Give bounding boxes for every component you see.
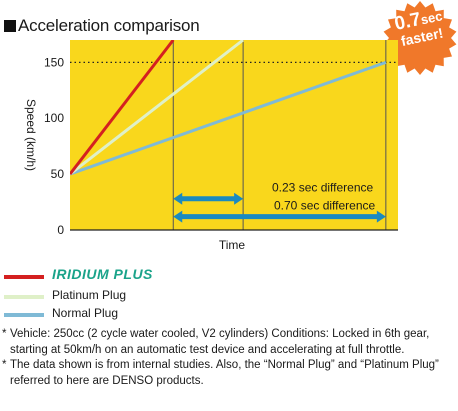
badge-burst-icon (383, 1, 457, 75)
y-tick-label-1: 50 (51, 167, 65, 181)
legend-label-normal: Normal Plug (52, 306, 119, 320)
chart-title-row: Acceleration comparison (4, 16, 200, 36)
arrow-head-right-1 (376, 210, 386, 223)
series-line-1 (70, 40, 245, 176)
footnote-vehicle: * Vehicle: 250cc (2 cycle water cooled, V… (2, 328, 430, 356)
y-axis-label: Speed (km/h) (24, 99, 38, 171)
legend-item-normal: Normal Plug (4, 306, 304, 322)
y-tick-label-2: 100 (44, 111, 64, 125)
x-axis-label: Time (219, 238, 246, 252)
legend-swatch-normal (4, 313, 44, 317)
legend-swatch-platinum (4, 295, 44, 299)
series-line-0 (70, 40, 175, 176)
arrow-head-left-1 (173, 210, 183, 223)
legend-swatch-iridium (4, 275, 44, 279)
arrow-head-right-0 (234, 192, 244, 205)
series-line-2 (70, 60, 387, 176)
legend-label-iridium: IRIDIUM PLUS (52, 266, 153, 282)
y-tick-label-3: 150 (44, 55, 64, 69)
vertical-grid (172, 40, 387, 230)
chart-title: Acceleration comparison (18, 16, 200, 35)
arrow-head-left-0 (173, 192, 183, 205)
acceleration-chart: 0.23 sec difference 0.70 sec difference 0… (24, 40, 398, 252)
title-bullet-square (4, 20, 16, 32)
legend-item-iridium: IRIDIUM PLUS (4, 266, 304, 284)
footnotes: * Vehicle: 250cc (2 cycle water cooled, V… (2, 327, 454, 389)
legend-item-platinum: Platinum Plug (4, 288, 304, 304)
y-tick-label-0: 0 (57, 223, 64, 237)
footnote-data-source: * The data shown is from internal studies… (2, 359, 439, 387)
legend-label-platinum: Platinum Plug (52, 288, 127, 302)
difference-label-1: 0.70 sec difference (274, 199, 376, 213)
difference-label-0: 0.23 sec difference (272, 181, 374, 195)
